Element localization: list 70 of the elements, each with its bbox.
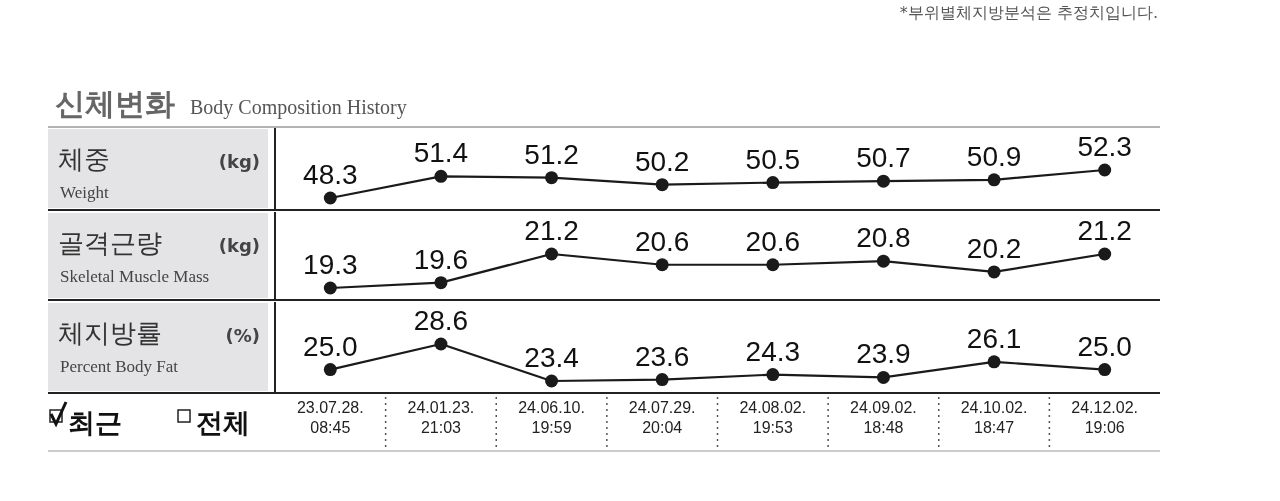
- x-tick-label: 24.07.29. 20:04: [628, 399, 696, 436]
- point: [987, 265, 1001, 279]
- y-axis-title: 체지방률: [58, 318, 162, 348]
- x-tick-label: 23.07.28. 08:45: [296, 399, 364, 436]
- point: [434, 169, 448, 183]
- point: [876, 370, 890, 384]
- text: (kg): [218, 151, 260, 172]
- point: [545, 171, 559, 185]
- data-label: 50.9: [966, 140, 1022, 172]
- point: [323, 191, 337, 205]
- text: Percent Body Fat: [60, 357, 179, 376]
- data-label: 26.1: [966, 322, 1022, 354]
- point: [766, 258, 780, 272]
- data-label: 23.4: [524, 342, 579, 373]
- point: [766, 176, 780, 190]
- point: [655, 258, 669, 272]
- text: (kg): [218, 235, 260, 256]
- point: [434, 337, 448, 351]
- point: [876, 254, 890, 268]
- data-label: 21.2: [1077, 215, 1132, 246]
- x-tick-label: 24.01.23. 21:03: [407, 399, 475, 436]
- data-label: 52.3: [1077, 131, 1132, 162]
- data-label: 24.3: [745, 335, 801, 367]
- data-label: 23.9: [856, 338, 911, 370]
- data-label: 20.6: [634, 225, 690, 257]
- data-label: 51.2: [524, 138, 579, 170]
- point: [545, 247, 559, 261]
- x-tick-label: 24.08.02. 19:53: [739, 399, 807, 436]
- chart-title: 신체변화: [55, 86, 175, 121]
- x-tick-label: 24.09.02. 18:48: [850, 399, 917, 436]
- point: [1098, 363, 1112, 377]
- data-label: 50.2: [634, 145, 690, 177]
- data-label: 51.4: [413, 137, 469, 169]
- data-label: 23.6: [634, 340, 690, 372]
- text: 전체: [196, 407, 250, 438]
- data-label: 50.7: [856, 142, 911, 174]
- x-tick-label: 24.10.02. 18:47: [960, 399, 1028, 436]
- text: 최근: [68, 407, 122, 438]
- data-label: 21.2: [524, 215, 579, 246]
- data-label: 28.6: [413, 305, 469, 336]
- data-label: 48.3: [303, 159, 358, 190]
- data-label: 19.6: [413, 243, 469, 275]
- data-label: 20.6: [745, 225, 801, 257]
- y-axis-title: 체중: [58, 144, 110, 174]
- text: (%): [225, 325, 260, 346]
- point: [655, 178, 669, 192]
- point: [323, 281, 337, 295]
- point: [766, 368, 780, 382]
- data-label: 20.2: [966, 232, 1022, 264]
- point: [323, 363, 337, 377]
- point: [1098, 247, 1112, 261]
- x-tick-label: 24.06.10. 19:59: [518, 399, 585, 436]
- data-label: 19.3: [303, 249, 358, 280]
- point: [987, 173, 1001, 187]
- text: Weight: [60, 183, 109, 202]
- point: [655, 373, 669, 387]
- data-label: 20.8: [856, 222, 911, 254]
- chart-subtitle: Body Composition History: [190, 96, 407, 119]
- x-tick-label: 24.12.02. 19:06: [1071, 399, 1139, 436]
- point: [1098, 163, 1112, 177]
- point: [987, 355, 1001, 369]
- data-label: 50.5: [745, 143, 801, 175]
- data-label: 25.0: [303, 330, 358, 362]
- text: *부위별체지방분석은 추정치입니다.: [899, 3, 1158, 22]
- y-axis-title: 골격근량: [58, 228, 162, 258]
- data-label: 25.0: [1077, 330, 1132, 362]
- point: [876, 174, 890, 188]
- text: Skeletal Muscle Mass: [60, 267, 210, 286]
- point: [434, 276, 448, 290]
- point: [545, 374, 559, 388]
